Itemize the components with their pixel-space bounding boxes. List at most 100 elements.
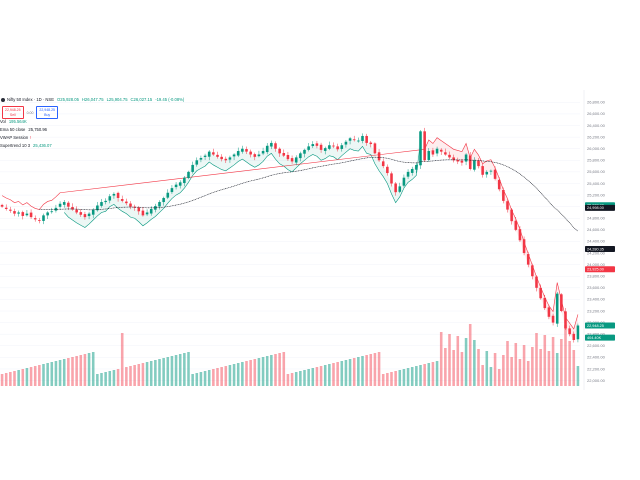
candle-body [278,148,281,154]
volume-bar [236,363,240,386]
candle-body [253,154,257,157]
volume-bar [137,364,141,386]
candle-body [555,293,559,324]
volume-bar [315,367,319,386]
candle-body [50,211,54,213]
candle-body [125,201,128,204]
volume-bar [183,353,186,386]
price-tag-label: 24,998.00 [587,206,604,210]
candle-body [485,171,489,175]
candle-body [199,157,203,160]
candle-body [406,171,410,177]
volume-bar [4,373,8,386]
volume-bar [448,334,451,386]
sell-button[interactable]: 22,948.25 Sell [2,106,24,120]
candle-body [518,229,522,241]
candle-body [46,212,49,216]
chart-legend: Nifty 50 Index · 1D · NSE O25,928.05 H26… [0,96,184,104]
candle-body [427,151,431,160]
volume-bar [522,345,526,386]
volume-bar [38,365,41,386]
volume-bar [506,341,509,386]
candle-body [348,138,352,141]
buy-price: 22,948.25 [39,108,55,112]
volume-bar [112,370,116,386]
trade-panel: 22,948.25 Sell 0.00 22,948.25 Buy [2,106,58,120]
buy-button[interactable]: 22,948.25 Buy [36,106,58,120]
candle-body [340,145,344,149]
candle-body [220,156,223,160]
candle-body [381,161,385,167]
volume-bar [191,374,194,386]
candle-body [410,169,414,173]
volume-bar [62,359,66,386]
volume-bar [344,360,348,386]
chart-area[interactable]: 26,800.00 26,600.00 26,400.00 26,200.00 26,0… [0,90,640,390]
candle-body [236,151,240,156]
volume-bar [83,354,87,386]
sell-label: Sell [9,112,16,117]
candle-body [270,142,273,147]
price-tag [585,245,615,252]
volume-bar [149,361,153,386]
volume-bar [278,353,281,386]
volume-bar [369,354,373,386]
indicator-row-supertrend[interactable]: Supertrend 10 3 25,436.07 [0,142,52,150]
volume-bar [303,370,306,386]
volume-bar [444,348,447,386]
volume-bar [145,362,149,386]
volume-bar [42,364,45,386]
volume-bar [199,372,203,386]
volume-bar [311,368,315,386]
volume-bar [21,369,25,386]
candle-body [373,143,377,154]
volume-bar [245,361,248,386]
candle-body [576,325,580,340]
volume-bar [13,371,16,386]
volume-bar [104,372,107,386]
candle-body [137,207,141,212]
volume-bar [116,369,120,386]
symbol-title[interactable]: Nifty 50 Index · 1D · NSE [7,96,55,102]
indicator-row-ema[interactable]: Ema 50 close 25,750.96 [0,126,52,134]
volume-bar [46,363,49,386]
ohlc-low: L25,904.75 [106,96,128,102]
volume-bar [29,367,33,386]
candle-body [564,311,567,329]
volume-bar [468,324,472,386]
y-tick-label: 22,200.00 [587,366,606,371]
volume-bar [253,359,257,386]
candle-body [473,160,476,170]
volume-bar [361,356,364,386]
indicator-row-vol[interactable]: Vol 195.564K [0,118,52,126]
indicator-value-ema: 25,750.96 [28,126,48,132]
indicator-row-vwap[interactable]: VWAP Session ! [0,134,52,142]
price-tag [585,322,615,329]
volume-bar [464,338,468,386]
volume-bar [162,358,165,386]
candle-body [257,154,261,157]
volume-bar [547,351,551,386]
volume-bar [216,368,219,386]
y-tick-label: 23,000.00 [587,320,606,325]
candle-body [166,192,170,198]
candle-body [510,209,513,222]
y-tick-label: 25,200.00 [587,192,606,197]
volume-bar [319,366,323,386]
candle-body [170,188,174,193]
volume-bar [261,357,265,386]
candle-body [9,209,12,211]
indicator-value-supertrend: 25,436.07 [33,142,52,148]
volume-bar [539,349,542,386]
y-tick-label: 22,400.00 [587,355,606,360]
volume-bar [352,358,356,386]
volume-bar [129,366,132,386]
candle-body [294,157,298,163]
price-tag [585,334,615,341]
candle-body [568,328,571,335]
price-tag-label: 23,925.00 [587,268,604,272]
price-chart[interactable]: 26,800.00 26,600.00 26,400.00 26,200.00 26,0… [0,90,640,390]
volume-bar [220,367,223,386]
symbol-row[interactable]: Nifty 50 Index · 1D · NSE O25,928.05 H26… [0,96,184,104]
candle-body [361,135,364,141]
